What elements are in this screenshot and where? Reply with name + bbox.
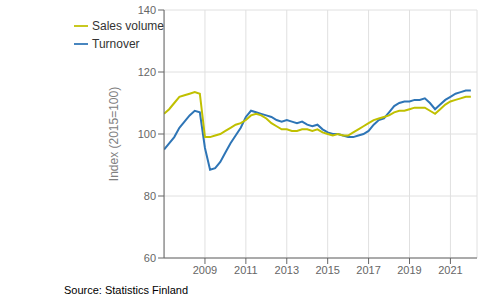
svg-text:2019: 2019 [397,264,421,276]
svg-text:2017: 2017 [356,264,380,276]
html-text:Turnover: Turnover [92,37,140,51]
svg-text:2013: 2013 [275,264,299,276]
svg-text:140: 140 [138,4,156,16]
svg-text:60: 60 [144,252,156,264]
svg-text:Index (2015=100): Index (2015=100) [107,87,121,181]
svg-text:120: 120 [138,66,156,78]
html-text:Source: Statistics Finland: Source: Statistics Finland [64,284,189,296]
svg-text:2009: 2009 [193,264,217,276]
svg-text:80: 80 [144,190,156,202]
svg-text:2011: 2011 [234,264,258,276]
svg-text:2015: 2015 [315,264,339,276]
svg-text:2021: 2021 [438,264,462,276]
html-text:Sales volume: Sales volume [92,19,164,33]
svg-text:100: 100 [138,128,156,140]
